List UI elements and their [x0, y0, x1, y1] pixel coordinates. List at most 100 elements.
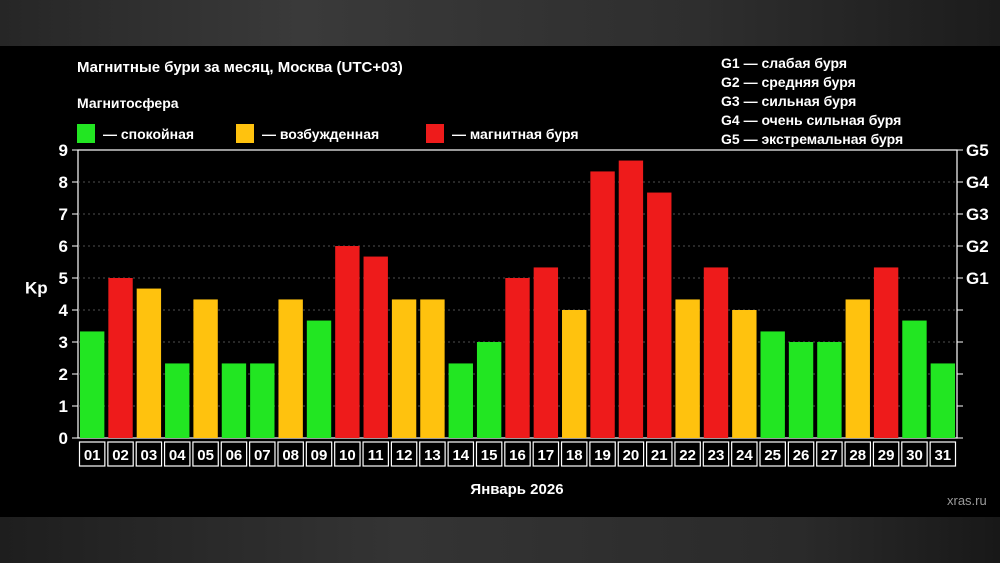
x-tick-label: 09 — [311, 447, 328, 464]
x-tick-box — [107, 441, 134, 467]
g-scale-label: G5 — [966, 141, 989, 160]
storm-scale-g2: G2 — средняя буря — [721, 74, 856, 90]
bar-27 — [817, 342, 842, 438]
x-tick-box — [504, 441, 531, 467]
storm-scale-g1: G1 — слабая буря — [721, 55, 848, 71]
x-tick-label: 11 — [368, 447, 384, 464]
x-tick-label: 16 — [509, 447, 526, 464]
x-tick-label: 26 — [793, 447, 810, 464]
x-tick-box — [901, 441, 928, 467]
bar-24 — [732, 310, 757, 438]
x-tick-box — [390, 441, 418, 467]
y-tick-label: 6 — [59, 237, 68, 256]
legend-swatch-excited — [236, 124, 254, 143]
bar-10 — [335, 246, 360, 438]
x-tick-box — [929, 441, 957, 467]
x-tick-box — [560, 441, 588, 467]
x-axis-label: Январь 2026 — [470, 481, 564, 498]
y-tick-label: 5 — [59, 269, 68, 288]
x-tick-box — [872, 441, 900, 467]
bar-26 — [788, 342, 814, 438]
bar-18 — [562, 310, 587, 438]
bar-14 — [448, 363, 473, 438]
bar-30 — [902, 320, 927, 438]
legend-swatch-storm — [426, 124, 444, 143]
x-tick-label: 08 — [282, 447, 299, 464]
legend-swatch-calm — [77, 124, 95, 143]
y-tick-label: 1 — [59, 397, 68, 416]
top-background-band — [0, 0, 1000, 46]
bar-23 — [703, 267, 729, 438]
bar-16 — [505, 278, 530, 438]
bar-31 — [930, 363, 956, 438]
legend-item-calm: — спокойная — [77, 124, 194, 143]
x-tick-label: 27 — [821, 447, 838, 464]
bar-05 — [193, 299, 218, 438]
x-tick-box — [645, 441, 673, 467]
bar-07 — [250, 363, 275, 438]
x-tick-box — [220, 441, 248, 467]
y-tick-label: 3 — [59, 333, 68, 352]
x-tick-label: 07 — [254, 447, 271, 464]
bar-29 — [873, 267, 899, 438]
bar-04 — [165, 363, 190, 438]
x-tick-label: 10 — [339, 447, 356, 464]
x-tick-box — [419, 441, 446, 467]
storm-scale-g3: G3 — сильная буря — [721, 93, 857, 109]
x-tick-label: 18 — [566, 447, 583, 464]
x-tick-label: 01 — [84, 447, 101, 464]
bar-20 — [618, 160, 644, 438]
x-tick-label: 05 — [197, 447, 214, 464]
bar-22 — [675, 299, 700, 438]
x-tick-box — [674, 441, 701, 467]
legend-label-excited: — возбужденная — [262, 125, 380, 142]
x-tick-label: 19 — [594, 447, 611, 464]
x-tick-label: 20 — [623, 447, 640, 464]
x-tick-label: 21 — [651, 447, 668, 464]
x-tick-label: 30 — [906, 447, 923, 464]
x-tick-label: 25 — [764, 447, 781, 464]
x-tick-label: 22 — [679, 447, 696, 464]
x-tick-box — [135, 441, 163, 467]
bar-13 — [420, 299, 445, 438]
y-tick-label: 0 — [59, 429, 68, 448]
bar-25 — [760, 331, 785, 438]
x-tick-label: 17 — [538, 447, 555, 464]
x-tick-box — [78, 441, 106, 467]
legend-item-excited: — возбужденная — [236, 124, 379, 143]
bar-09 — [306, 320, 332, 438]
y-tick-label: 4 — [59, 301, 69, 320]
bar-11 — [363, 256, 388, 438]
bar-21 — [647, 192, 672, 438]
g-scale-label: G4 — [966, 173, 989, 192]
x-tick-label: 06 — [226, 447, 243, 464]
bar-17 — [533, 267, 559, 438]
g-scale-label: G1 — [966, 269, 989, 288]
storm-scale-g4: G4 — очень сильная буря — [721, 112, 902, 128]
bar-12 — [391, 299, 417, 438]
x-tick-box — [731, 441, 758, 467]
bar-06 — [221, 363, 247, 438]
x-tick-box — [816, 441, 843, 467]
bar-08 — [278, 299, 303, 438]
storm-scale-legend: G1 — слабая буря G2 — средняя буря G3 — … — [721, 54, 903, 149]
y-tick-label: 8 — [59, 173, 68, 192]
y-tick-label: 9 — [59, 141, 68, 160]
bar-15 — [476, 342, 502, 438]
x-tick-box — [362, 441, 390, 467]
legend-item-storm: — магнитная буря — [426, 124, 579, 143]
x-tick-label: 31 — [934, 447, 951, 464]
x-tick-label: 15 — [481, 447, 498, 464]
bottom-background-band — [0, 517, 1000, 563]
x-tick-box — [589, 441, 616, 467]
x-tick-label: 02 — [112, 447, 129, 464]
bar-02 — [108, 278, 133, 438]
g-scale-label: G3 — [966, 205, 989, 224]
x-tick-box — [447, 441, 475, 467]
x-tick-box — [787, 441, 815, 467]
x-tick-label: 03 — [141, 447, 158, 464]
bar-19 — [590, 171, 615, 438]
x-tick-label: 04 — [169, 447, 186, 464]
x-tick-label: 24 — [736, 447, 753, 464]
